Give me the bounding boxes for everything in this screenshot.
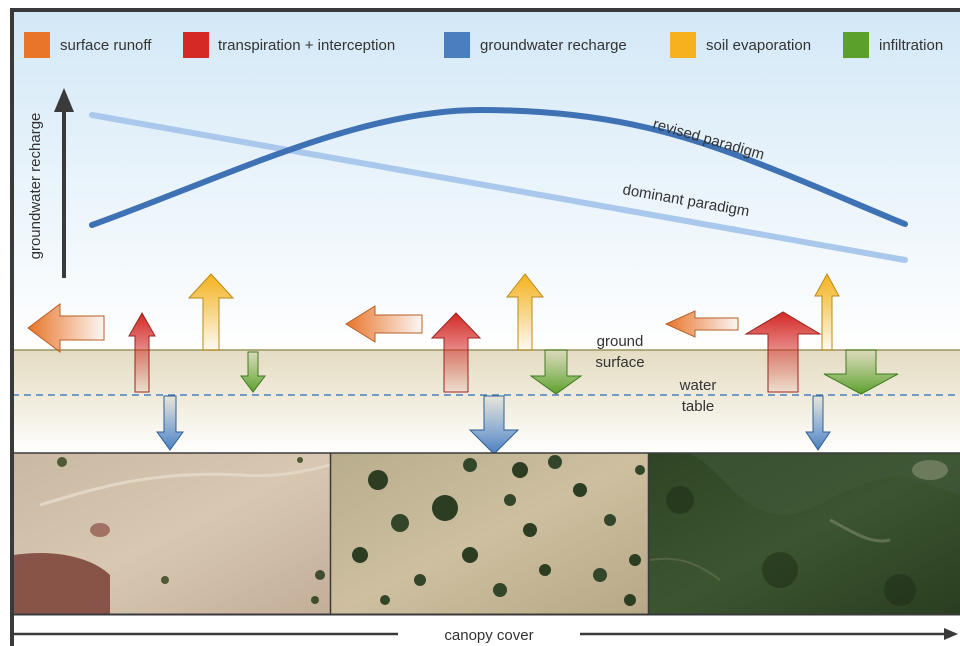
infiltration-arrow	[529, 349, 583, 395]
revised-paradigm-curve	[89, 106, 908, 228]
surface-runoff-arrow	[345, 305, 423, 343]
transpiration-arrow	[128, 311, 156, 393]
groundwater-recharge-arrow	[468, 395, 520, 455]
x-axis: canopy cover	[14, 627, 958, 644]
x-axis-label: canopy cover	[444, 627, 533, 644]
legend-swatch-soil-evaporation	[670, 32, 696, 58]
frame-border	[10, 8, 960, 646]
transpiration-arrow	[430, 312, 482, 393]
flux-arrows-dense	[664, 272, 899, 451]
transpiration-arrow	[744, 311, 822, 393]
ground-surface-label-line1: ground	[597, 333, 644, 350]
legend-label-transpiration: transpiration + interception	[218, 37, 395, 54]
legend-swatch-transpiration	[183, 32, 209, 58]
groundwater-recharge-arrow	[156, 395, 184, 451]
dominant-paradigm-curve	[89, 112, 908, 263]
bare-soil-patch	[14, 552, 110, 614]
legend-label-soil-evaporation: soil evaporation	[706, 37, 811, 54]
y-axis-label: groundwater recharge	[27, 113, 44, 260]
y-axis: groundwater recharge	[27, 88, 74, 278]
satellite-panel-sparse	[14, 453, 331, 614]
groundwater-recharge-arrow	[805, 395, 831, 451]
legend-label-groundwater-recharge: groundwater recharge	[480, 37, 627, 54]
ground-surface-label-line2: surface	[595, 354, 644, 371]
soil-evaporation-arrow	[505, 273, 545, 351]
track	[39, 463, 331, 507]
legend: surface runoff transpiration + intercept…	[24, 32, 943, 58]
legend-label-infiltration: infiltration	[879, 37, 943, 54]
satellite-panel-medium	[331, 453, 648, 614]
infiltration-arrow	[823, 349, 899, 395]
infiltration-arrow	[240, 351, 266, 393]
legend-swatch-groundwater-recharge	[444, 32, 470, 58]
water-table-label-line1: water	[679, 377, 717, 394]
x-axis-arrowhead	[944, 628, 958, 640]
legend-swatch-surface-runoff	[24, 32, 50, 58]
satellite-panel-dense	[649, 453, 960, 614]
surface-runoff-arrow	[664, 310, 739, 338]
soil-evaporation-arrow	[187, 273, 235, 351]
legend-swatch-infiltration	[843, 32, 869, 58]
flux-arrows-sparse	[27, 273, 266, 451]
sky-background	[12, 10, 960, 352]
surface-runoff-arrow	[27, 303, 105, 353]
soil-evaporation-arrow	[814, 272, 840, 351]
legend-label-surface-runoff: surface runoff	[60, 37, 152, 54]
water-table-label-line2: table	[682, 398, 715, 415]
flux-arrows-medium	[345, 273, 583, 455]
y-axis-arrowhead	[54, 88, 74, 112]
